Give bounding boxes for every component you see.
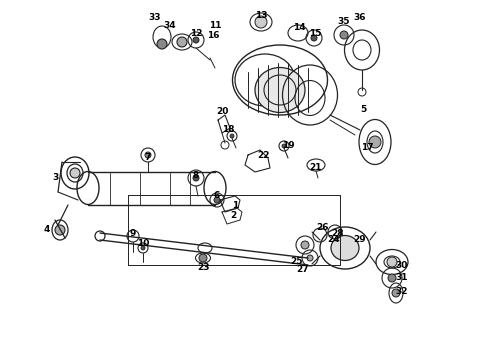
Text: 24: 24 — [328, 235, 341, 244]
Text: 9: 9 — [130, 229, 136, 238]
Circle shape — [157, 39, 167, 49]
Circle shape — [141, 246, 145, 250]
Circle shape — [282, 144, 286, 148]
Text: 30: 30 — [396, 261, 408, 270]
Ellipse shape — [255, 68, 305, 112]
Circle shape — [255, 16, 267, 28]
Text: 36: 36 — [354, 13, 366, 22]
Circle shape — [177, 37, 187, 47]
Circle shape — [55, 225, 65, 235]
Circle shape — [199, 254, 207, 262]
Circle shape — [193, 175, 199, 181]
Text: 19: 19 — [282, 140, 294, 149]
Circle shape — [392, 289, 400, 297]
Text: 16: 16 — [207, 31, 219, 40]
Text: 33: 33 — [149, 13, 161, 22]
Text: 14: 14 — [293, 22, 305, 31]
Text: 27: 27 — [296, 266, 309, 274]
Text: 7: 7 — [145, 153, 151, 162]
Text: 13: 13 — [255, 10, 267, 19]
Text: 25: 25 — [290, 257, 302, 266]
Circle shape — [145, 152, 151, 158]
Circle shape — [70, 168, 80, 178]
Text: 6: 6 — [214, 190, 220, 199]
Text: 1: 1 — [232, 201, 238, 210]
Text: 26: 26 — [316, 224, 328, 233]
Circle shape — [340, 31, 348, 39]
Text: 11: 11 — [209, 21, 221, 30]
Text: 3: 3 — [52, 174, 58, 183]
Circle shape — [307, 255, 313, 261]
Ellipse shape — [331, 235, 359, 261]
Circle shape — [301, 241, 309, 249]
Text: 29: 29 — [354, 235, 367, 244]
Text: 28: 28 — [331, 229, 343, 238]
Circle shape — [311, 35, 317, 41]
Text: 5: 5 — [360, 105, 366, 114]
Text: 4: 4 — [44, 225, 50, 234]
Text: 35: 35 — [338, 18, 350, 27]
Text: 32: 32 — [396, 287, 408, 296]
Text: 17: 17 — [361, 144, 373, 153]
Circle shape — [214, 197, 220, 203]
Text: 2: 2 — [230, 211, 236, 220]
Circle shape — [193, 37, 199, 43]
Text: 10: 10 — [137, 238, 149, 248]
Text: 21: 21 — [309, 163, 321, 172]
Text: 34: 34 — [164, 21, 176, 30]
Circle shape — [388, 274, 396, 282]
Text: 12: 12 — [190, 28, 202, 37]
Circle shape — [387, 257, 397, 267]
Text: 18: 18 — [222, 126, 234, 135]
Text: 8: 8 — [193, 171, 199, 180]
Circle shape — [369, 136, 381, 148]
Text: 20: 20 — [216, 108, 228, 117]
Text: 23: 23 — [197, 262, 209, 271]
Text: 31: 31 — [396, 274, 408, 283]
Text: 15: 15 — [309, 28, 321, 37]
Circle shape — [230, 134, 234, 138]
Text: 22: 22 — [257, 150, 269, 159]
